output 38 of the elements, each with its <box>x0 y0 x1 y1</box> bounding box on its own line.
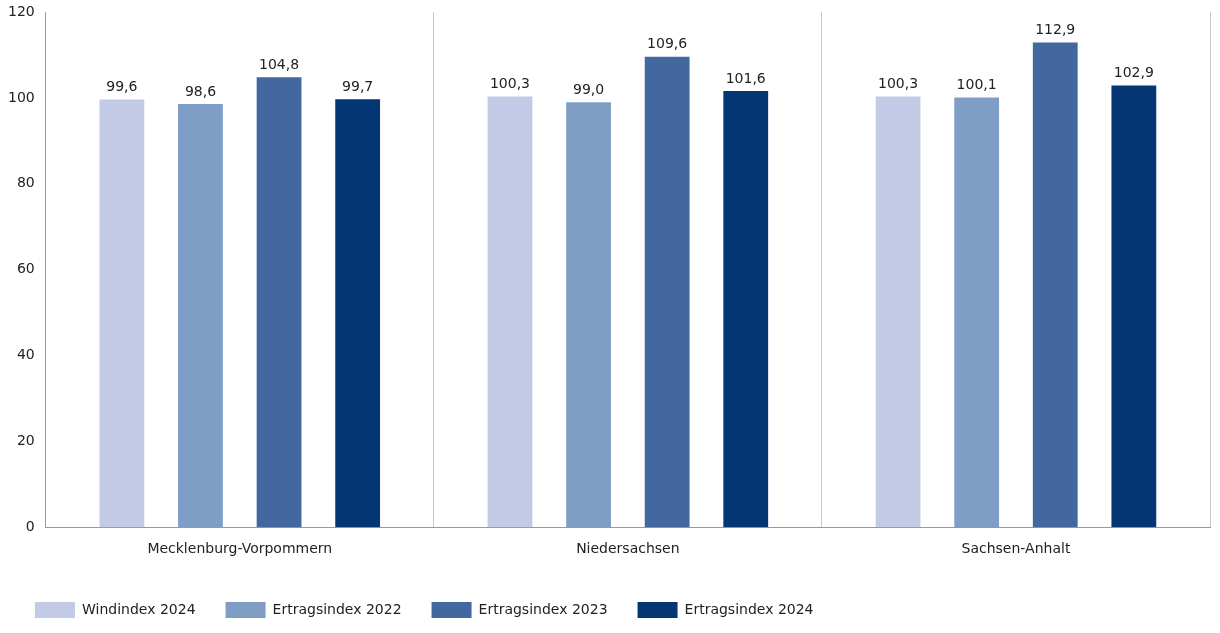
y-tick-label: 80 <box>16 174 35 191</box>
legend-label: Ertragsindex 2023 <box>478 600 608 617</box>
data-label: 102,9 <box>1113 64 1154 81</box>
x-tick-label: Sachsen-Anhalt <box>961 540 1071 557</box>
y-tick-label: 60 <box>16 260 35 277</box>
data-label: 100,1 <box>956 76 997 93</box>
y-tick-label: 0 <box>25 517 35 534</box>
legend-label: Windindex 2024 <box>82 600 196 617</box>
x-tick-label: Mecklenburg-Vorpommern <box>147 540 333 557</box>
y-tick-label: 100 <box>7 88 35 105</box>
data-label: 100,3 <box>489 75 531 92</box>
bar <box>644 56 690 528</box>
data-label: 99,7 <box>342 77 374 94</box>
bar <box>335 99 381 528</box>
y-tick-label: 120 <box>7 2 35 19</box>
bar <box>487 96 533 528</box>
data-label: 100,3 <box>878 75 919 92</box>
data-label: 109,6 <box>647 35 688 52</box>
data-label: 98,6 <box>184 82 217 99</box>
bar <box>99 99 145 528</box>
data-label: 104,8 <box>259 55 300 72</box>
y-tick-label: 40 <box>16 346 35 363</box>
legend-label: Ertragsindex 2022 <box>272 600 402 617</box>
bar <box>1111 85 1157 528</box>
x-tick-label: Niedersachsen <box>576 540 680 557</box>
data-label: 99,6 <box>106 78 138 95</box>
bar <box>566 102 611 528</box>
bar <box>178 103 223 528</box>
data-label: 101,6 <box>725 69 766 86</box>
bar <box>954 97 1000 528</box>
bar <box>1032 42 1078 528</box>
bar <box>875 96 921 528</box>
data-label: 112,9 <box>1035 21 1076 38</box>
bar <box>256 77 302 528</box>
legend-label: Ertragsindex 2024 <box>684 600 814 617</box>
bar <box>723 91 769 528</box>
y-tick-label: 20 <box>16 431 35 448</box>
data-label: 99,0 <box>572 80 605 97</box>
